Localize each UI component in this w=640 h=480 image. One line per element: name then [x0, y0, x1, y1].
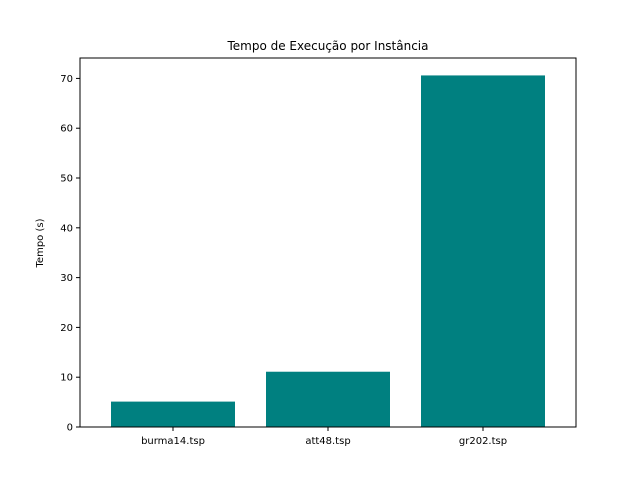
y-tick-label: 30	[60, 273, 73, 284]
bars-group	[111, 75, 545, 428]
y-axis: 0 10 20 30 40 50 60 70	[60, 74, 80, 434]
y-tick-label: 60	[60, 124, 73, 135]
chart-title: Tempo de Execução por Instância	[226, 39, 428, 53]
x-tick-label: att48.tsp	[305, 436, 350, 447]
x-tick-label: gr202.tsp	[459, 436, 507, 447]
y-tick-label: 40	[60, 223, 73, 234]
bar-att48-tsp	[266, 371, 390, 427]
y-tick-label: 50	[60, 174, 73, 185]
y-tick-label: 20	[60, 323, 73, 334]
y-tick-label: 10	[60, 373, 73, 384]
bar-burma14-tsp	[111, 401, 235, 427]
y-axis-label: Tempo (s)	[35, 218, 46, 268]
x-tick-label: burma14.tsp	[141, 436, 205, 447]
bar-gr202-tsp	[421, 75, 545, 428]
plot-frame	[79, 57, 577, 428]
y-tick-label: 0	[67, 423, 73, 434]
x-axis: burma14.tsp att48.tsp gr202.tsp	[141, 427, 507, 447]
y-tick-label: 70	[60, 74, 73, 85]
